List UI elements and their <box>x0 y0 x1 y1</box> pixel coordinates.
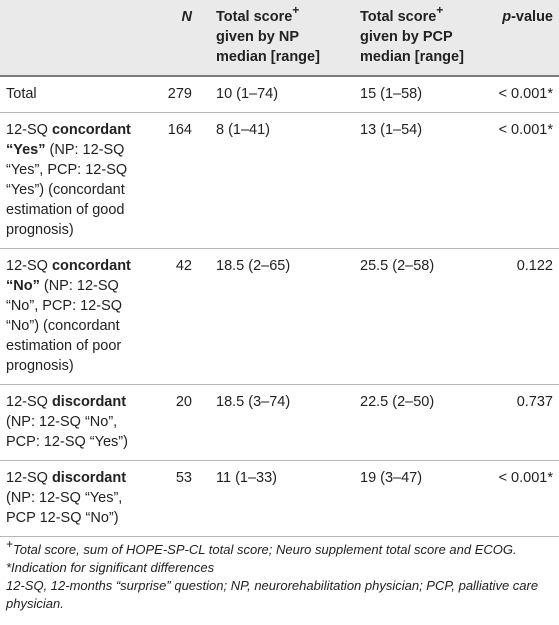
header-np-score: Total score+ given by NP median [range] <box>208 0 352 77</box>
row-p-value: 0.122 <box>482 248 559 385</box>
header-n: N <box>158 0 208 77</box>
row-category-prefix: 12-SQ <box>6 122 52 138</box>
row-pcp-score: 19 (3–47) <box>352 460 482 537</box>
header-pcp-line2: given by PCP <box>360 29 453 45</box>
row-category-prefix: 12-SQ <box>6 394 52 410</box>
row-category: 12-SQ discordant (NP: 12-SQ “No”, PCP: 1… <box>0 384 158 461</box>
row-n: 20 <box>158 384 208 461</box>
table-row: 12-SQ concordant “Yes” (NP: 12-SQ “Yes”,… <box>0 112 559 249</box>
row-p-value: < 0.001* <box>482 76 559 113</box>
footnote-total-score: +Total score, sum of HOPE-SP-CL total sc… <box>6 538 554 559</box>
row-category-bold: concordant “Yes” <box>6 122 131 158</box>
row-category: 12-SQ concordant “No” (NP: 12-SQ “No”, P… <box>0 248 158 385</box>
row-p-value: 0.737 <box>482 384 559 461</box>
table-row: Total 279 10 (1–74) 15 (1–58) < 0.001* <box>0 76 559 113</box>
header-p-value: p-value <box>482 0 559 77</box>
row-p-value: < 0.001* <box>482 112 559 249</box>
row-category-bold: discordant <box>51 470 127 486</box>
header-p-rest: -value <box>511 9 553 25</box>
header-np-line1: Total score <box>216 9 293 25</box>
table-row: 12-SQ concordant “No” (NP: 12-SQ “No”, P… <box>0 248 559 385</box>
header-np-sup: + <box>292 3 300 18</box>
header-np-line2: given by NP <box>216 29 299 45</box>
row-category: Total <box>0 76 158 113</box>
header-category <box>0 0 158 77</box>
header-pcp-score: Total score+ given by PCP median [range] <box>352 0 482 77</box>
row-category: 12-SQ discordant (NP: 12-SQ “Yes”, PCP 1… <box>0 460 158 537</box>
row-pcp-score: 13 (1–54) <box>352 112 482 249</box>
footnote-total-score-text: Total score, sum of HOPE-SP-CL total sco… <box>13 542 517 557</box>
row-pcp-score: 22.5 (2–50) <box>352 384 482 461</box>
header-p-italic: p <box>502 9 512 25</box>
row-category-detail: (NP: 12-SQ “Yes”, PCP 12-SQ “No”) <box>6 490 123 526</box>
row-np-score: 18.5 (3–74) <box>208 384 352 461</box>
footnote-symbol: + <box>6 536 14 551</box>
footnote-significance: *Indication for significant differences <box>6 560 215 575</box>
row-p-value: < 0.001* <box>482 460 559 537</box>
row-n: 164 <box>158 112 208 249</box>
row-category: 12-SQ concordant “Yes” (NP: 12-SQ “Yes”,… <box>0 112 158 249</box>
table-row: 12-SQ discordant (NP: 12-SQ “Yes”, PCP 1… <box>0 460 559 537</box>
table-footnotes: +Total score, sum of HOPE-SP-CL total sc… <box>6 538 554 613</box>
row-n: 53 <box>158 460 208 537</box>
row-pcp-score: 15 (1–58) <box>352 76 482 113</box>
row-category-detail: (NP: 12-SQ “No”, PCP: 12-SQ “Yes”) <box>6 414 128 450</box>
table-row: 12-SQ discordant (NP: 12-SQ “No”, PCP: 1… <box>0 384 559 461</box>
row-np-score: 18.5 (2–65) <box>208 248 352 385</box>
header-np-line3: median [range] <box>216 49 320 65</box>
row-category-prefix: 12-SQ <box>6 470 52 486</box>
header-pcp-sup: + <box>436 3 444 18</box>
row-category-detail: (NP: 12-SQ “No”, PCP: 12-SQ “No”) (conco… <box>6 278 123 374</box>
footnote-abbreviations: 12-SQ, 12-months “surprise” question; NP… <box>6 578 539 611</box>
row-category-bold: discordant <box>51 394 127 410</box>
row-category-bold: concordant “No” <box>6 258 131 294</box>
data-table: N Total score+ given by NP median [range… <box>0 0 559 537</box>
row-np-score: 11 (1–33) <box>208 460 352 537</box>
row-category-prefix: 12-SQ <box>6 258 52 274</box>
header-row: N Total score+ given by NP median [range… <box>0 0 559 77</box>
row-n: 42 <box>158 248 208 385</box>
header-pcp-line3: median [range] <box>360 49 464 65</box>
row-np-score: 10 (1–74) <box>208 76 352 113</box>
row-np-score: 8 (1–41) <box>208 112 352 249</box>
row-n: 279 <box>158 76 208 113</box>
header-pcp-line1: Total score <box>360 9 437 25</box>
row-category-detail: (NP: 12-SQ “Yes”, PCP: 12-SQ “Yes”) (con… <box>6 142 128 238</box>
row-pcp-score: 25.5 (2–58) <box>352 248 482 385</box>
